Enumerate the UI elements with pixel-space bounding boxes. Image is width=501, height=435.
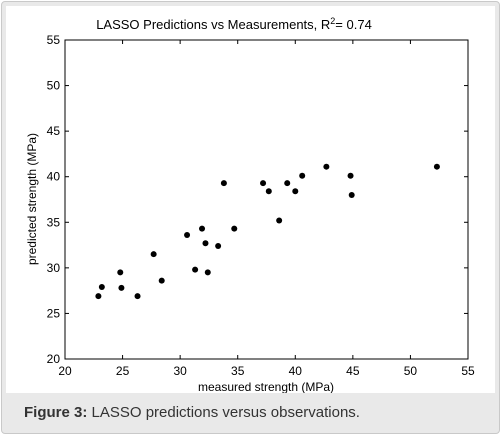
data-point [117,269,124,276]
data-point [276,217,283,224]
y-tick-label: 20 [47,352,61,366]
data-point [323,163,330,170]
x-axis-label: measured strength (MPa) [198,380,334,393]
plot-area: LASSO Predictions vs Measurements, R2= 0… [6,6,495,393]
y-tick-label: 25 [47,306,61,320]
data-point [284,180,291,187]
data-point [204,269,211,276]
x-tick-label: 50 [404,364,418,378]
x-ticks: 20 25 30 35 40 45 50 55 [58,40,475,378]
y-tick-label: 30 [47,261,61,275]
data-point [95,293,102,300]
data-point [215,242,222,249]
data-point [199,225,206,232]
data-point [158,277,165,284]
data-point [292,188,299,195]
data-point [220,180,227,187]
data-point [231,225,238,232]
data-point [98,283,105,290]
data-point [202,240,209,247]
data-point [347,172,354,179]
data-point [184,232,191,239]
y-ticks: 20 25 30 35 40 45 50 55 [47,33,468,366]
scatter-chart: LASSO Predictions vs Measurements, R2= 0… [25,16,475,393]
data-point [260,180,267,187]
x-tick-label: 30 [173,364,187,378]
x-tick-label: 45 [346,364,360,378]
data-points [95,163,440,300]
data-point [433,163,440,170]
y-tick-label: 35 [47,215,61,229]
data-point [150,251,157,258]
y-axis-label: predicted strength (MPa) [25,133,39,265]
caption-label: Figure 3: [24,404,88,421]
caption-text: LASSO predictions versus observations. [87,404,360,421]
y-tick-label: 40 [47,170,61,184]
x-tick-label: 25 [116,364,130,378]
x-tick-label: 55 [461,364,475,378]
y-tick-label: 45 [47,124,61,138]
data-point [118,284,125,291]
y-tick-label: 55 [47,33,61,47]
data-point [265,188,272,195]
data-point [134,293,141,300]
data-point [299,172,306,179]
x-tick-label: 20 [58,364,72,378]
y-tick-label: 50 [47,79,61,93]
x-tick-label: 40 [289,364,303,378]
chart-title: LASSO Predictions vs Measurements, R2= 0… [96,16,372,32]
data-point [192,266,199,273]
data-point [348,191,355,198]
axes-box [64,39,469,360]
figure-caption: Figure 3: LASSO predictions versus obser… [24,404,360,421]
x-tick-label: 35 [231,364,245,378]
